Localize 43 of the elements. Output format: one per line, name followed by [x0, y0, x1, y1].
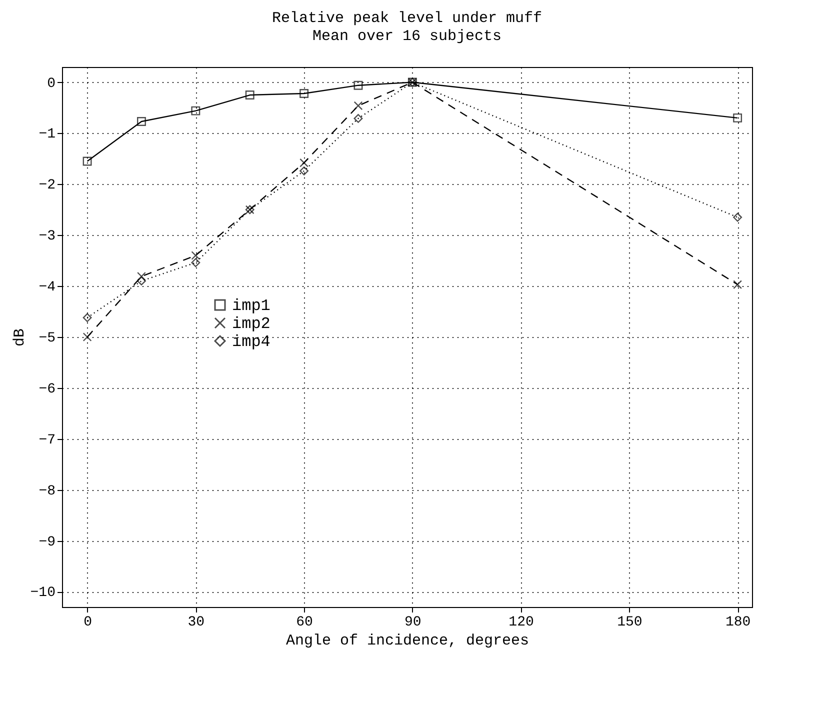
x-axis-title: Angle of incidence, degrees	[286, 632, 530, 650]
chart-subtitle: Mean over 16 subjects	[312, 28, 502, 45]
point	[137, 117, 146, 126]
point	[191, 106, 200, 116]
legend-label: imp4	[232, 333, 270, 351]
y-tick-label: −2	[38, 178, 56, 194]
x-tick-label: 150	[617, 614, 642, 630]
x-tick-label: 30	[188, 614, 205, 630]
x-tick-label: 0	[84, 614, 92, 630]
y-axis-title: dB	[11, 328, 28, 347]
point	[137, 272, 146, 281]
point	[733, 113, 742, 122]
point	[354, 101, 363, 110]
x-tick-label: 120	[508, 614, 534, 630]
point	[82, 313, 92, 322]
y-tick-label: −7	[38, 432, 56, 448]
y-tick-label: −9	[38, 534, 56, 550]
x-tick-label: 180	[725, 614, 751, 630]
point	[300, 89, 309, 98]
point	[354, 80, 363, 90]
point	[300, 158, 309, 168]
point	[733, 212, 742, 222]
y-tick-label: −8	[38, 483, 56, 500]
point	[733, 280, 742, 289]
y-tick-label: −4	[38, 280, 56, 296]
y-tick-label: 0	[47, 76, 56, 92]
y-tick-label: −10	[30, 585, 56, 602]
point	[245, 90, 254, 100]
legend-label: imp2	[232, 315, 270, 333]
point	[191, 258, 200, 268]
legend-label: imp1	[232, 297, 270, 315]
point	[137, 276, 146, 286]
y-tick-label: −3	[38, 228, 56, 245]
x-tick-label: 90	[404, 614, 422, 630]
x-tick-label: 60	[296, 614, 313, 630]
y-tick-label: −5	[38, 330, 56, 346]
y-tick-label: −6	[38, 381, 56, 398]
y-tick-label: −1	[38, 126, 56, 143]
point	[82, 156, 92, 166]
point	[354, 114, 363, 123]
chart-title: Relative peak level under muff	[272, 10, 542, 27]
point	[300, 166, 309, 176]
point	[191, 251, 200, 260]
